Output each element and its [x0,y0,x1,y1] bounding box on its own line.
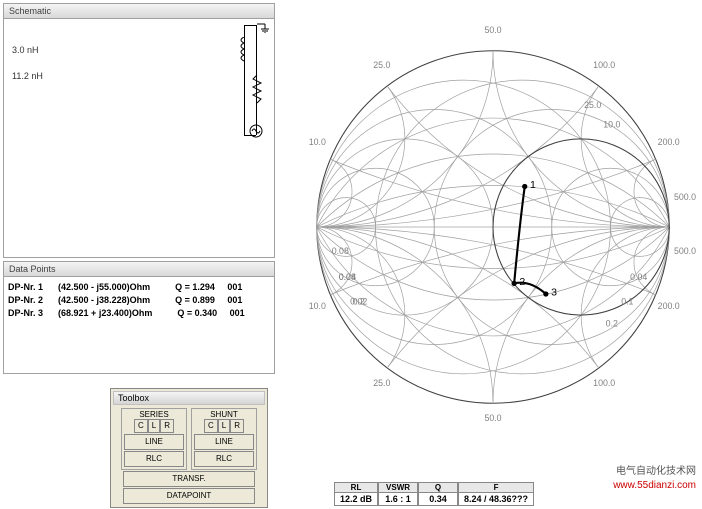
shunt-line-button[interactable]: LINE [194,434,254,450]
ground-icon [257,21,271,33]
svg-text:200.0: 200.0 [658,137,680,147]
transf-button[interactable]: TRANSF. [123,471,255,487]
svg-text:500.0: 500.0 [674,192,696,202]
shunt-c-button[interactable]: C [204,419,218,433]
datapoints-panel: Data Points DP-Nr. 1 (42.500 - j55.000)O… [3,261,275,374]
series-label: SERIES [124,410,184,419]
schematic-title: Schematic [4,4,274,19]
shunt-r-button[interactable]: R [230,419,244,433]
inductor-icon [238,37,250,63]
toolbox-title: Toolbox [113,391,265,405]
series-line-button[interactable]: LINE [124,434,184,450]
svg-text:2: 2 [519,276,525,288]
series-l-button[interactable]: L [148,419,160,433]
watermark-url: www.55dianzi.com [613,480,696,491]
svg-text:25.0: 25.0 [373,378,390,388]
svg-text:0.04: 0.04 [630,272,647,282]
shunt-label: SHUNT [194,410,254,419]
svg-text:0.08: 0.08 [339,272,356,282]
series-group: SERIES CLR LINE RLC [121,408,187,470]
status-rl: RL 12.2 dB [334,482,378,506]
svg-text:0.2: 0.2 [353,297,365,307]
svg-text:10.0: 10.0 [603,119,620,129]
series-r-button[interactable]: R [160,419,174,433]
smith-chart: 12310.025.050.0100.0200.010.025.050.0100… [278,0,702,472]
shunt-rlc-button[interactable]: RLC [194,451,254,467]
series-c-button[interactable]: C [134,419,148,433]
svg-text:50.0: 50.0 [484,413,501,423]
source-icon [248,123,264,139]
svg-text:500.0: 500.0 [674,246,696,256]
svg-text:50.0: 50.0 [484,25,501,35]
status-f: F 8.24 / 48.36??? [458,482,534,506]
svg-text:0.1: 0.1 [621,297,633,307]
svg-text:1: 1 [530,179,536,191]
svg-text:10.0: 10.0 [309,137,326,147]
series-rlc-button[interactable]: RLC [124,451,184,467]
schematic-panel: Schematic 3.0 nH 11.2 nH [3,3,275,258]
shunt-l-button[interactable]: L [218,419,230,433]
svg-text:0.2: 0.2 [606,319,618,329]
status-bar: RL 12.2 dB VSWR 1.6 : 1 Q 0.34 F 8.24 / … [334,482,534,506]
svg-text:3: 3 [551,287,557,299]
svg-text:100.0: 100.0 [593,378,615,388]
schematic-label: 3.0 nH [12,45,39,55]
shunt-group: SHUNT CLR LINE RLC [191,408,257,470]
toolbox-panel: Toolbox SERIES CLR LINE RLC SHUNT CLR LI… [110,388,268,508]
datapoint-button[interactable]: DATAPOINT [123,488,255,504]
status-q: Q 0.34 [418,482,458,506]
svg-text:0.08: 0.08 [332,246,349,256]
resistor-icon [251,75,263,105]
svg-text:100.0: 100.0 [593,60,615,70]
svg-text:25.0: 25.0 [373,60,390,70]
schematic-body: 3.0 nH 11.2 nH [4,19,274,257]
svg-text:200.0: 200.0 [658,301,680,311]
svg-text:10.0: 10.0 [309,301,326,311]
datapoints-body: DP-Nr. 1 (42.500 - j55.000)Ohm Q = 1.294… [4,277,274,373]
schematic-label: 11.2 nH [12,71,43,81]
watermark-text: 电气自动化技术网 [616,462,696,477]
status-vswr: VSWR 1.6 : 1 [378,482,418,506]
svg-text:25.0: 25.0 [584,100,601,110]
datapoints-title: Data Points [4,262,274,277]
